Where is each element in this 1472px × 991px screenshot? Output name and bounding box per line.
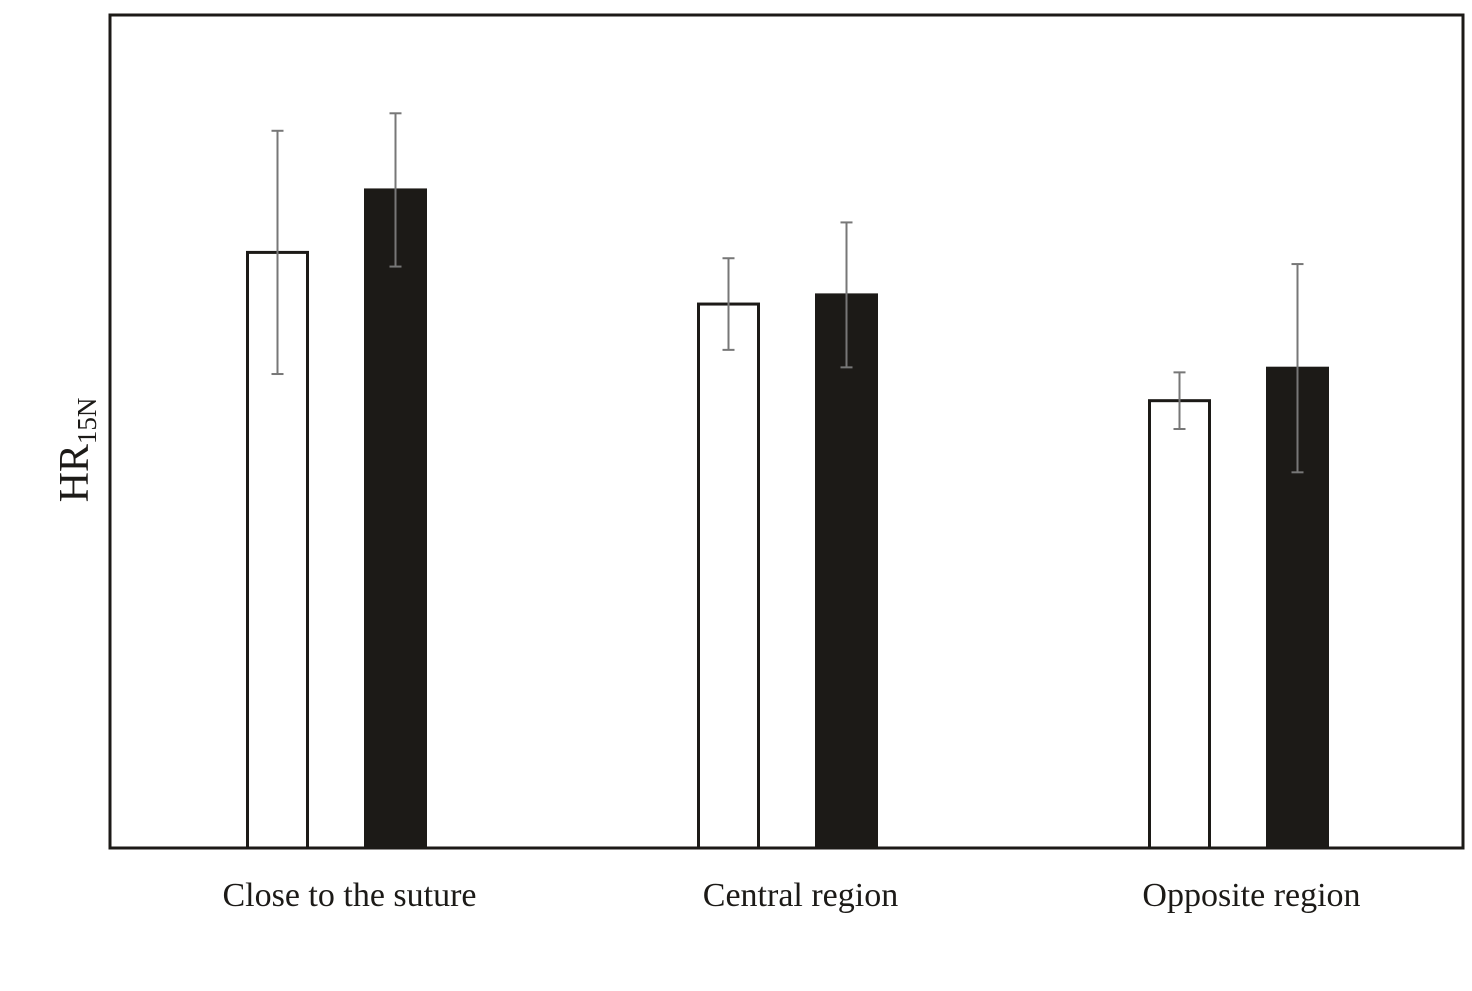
x-tick-label: Opposite region	[1142, 877, 1360, 914]
error-bar	[722, 257, 735, 351]
error-bar	[840, 221, 853, 369]
y-axis-label-main: HR	[52, 444, 98, 502]
x-tick-label: Central region	[703, 877, 898, 914]
bar	[1148, 399, 1211, 850]
plot-frame	[108, 13, 1465, 850]
x-tick-label: Close to the suture	[222, 877, 476, 914]
bar	[364, 188, 427, 850]
error-bar	[271, 129, 284, 376]
error-bar	[1173, 371, 1186, 431]
y-axis-label-subscript: 15N	[72, 398, 102, 445]
bar	[815, 293, 878, 850]
error-bar	[1291, 263, 1304, 474]
error-bar	[389, 112, 402, 268]
bar	[697, 302, 760, 850]
y-axis-label: HR15N	[52, 398, 102, 503]
